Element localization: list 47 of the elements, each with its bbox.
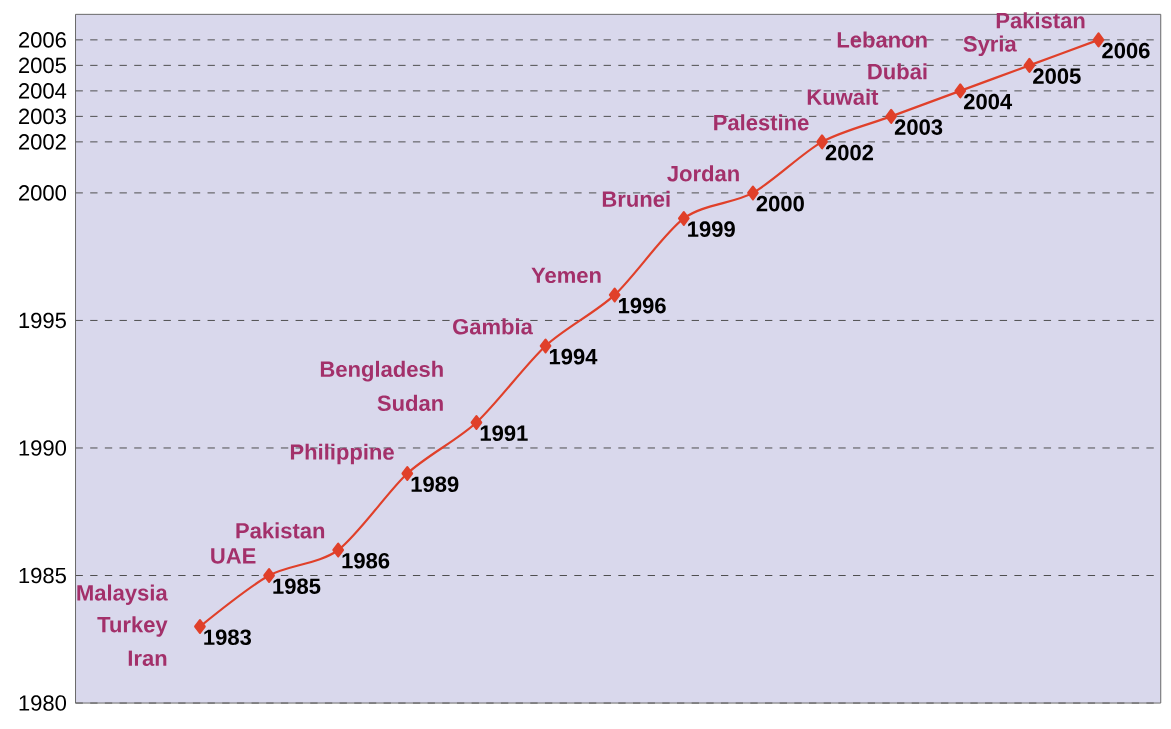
annotation: Palestine (714, 114, 809, 131)
y-tick-label: 2000 (19, 185, 67, 201)
point (194, 619, 206, 635)
data-label: 2000 (756, 195, 804, 212)
point (677, 211, 690, 226)
data-label: 1986 (342, 553, 390, 569)
annotation: Dubai (868, 63, 927, 80)
data-label: 2006 (1102, 42, 1150, 59)
point (539, 338, 552, 354)
annotation: Sudan (377, 394, 443, 412)
y-tick-label: 1980 (19, 695, 67, 711)
annotation: Pakistan (236, 522, 325, 539)
y-tick-label: 2004 (19, 83, 67, 99)
data-label: 1983 (204, 629, 252, 646)
annotation: Syria (963, 35, 1017, 57)
annotation: Yemen (531, 267, 601, 284)
data-label: 2002 (825, 144, 874, 161)
y-tick-label: 2005 (19, 57, 66, 74)
annotation: Lebanon (837, 31, 927, 48)
data-label: 1996 (618, 297, 666, 314)
y-tick-label: 2003 (19, 108, 66, 125)
data-label: 1985 (273, 578, 321, 595)
y-tick-label: 1990 (19, 440, 67, 456)
annotation: Iran (128, 650, 167, 667)
point (608, 287, 621, 303)
point (263, 568, 275, 584)
y-tick-label: 1995 (19, 312, 66, 329)
y-tick-label: 1985 (19, 567, 66, 584)
annotation: Gambia (453, 318, 533, 335)
annotation: Bengladesh (320, 360, 443, 382)
data-label: 2004 (963, 93, 1013, 110)
data-label: 1991 (480, 425, 528, 442)
annotation: Malaysia (77, 584, 168, 606)
annotation: Turkey (97, 616, 168, 637)
data-label: 1999 (688, 221, 735, 238)
data-label: 1989 (411, 476, 459, 493)
data-label: 2005 (1033, 68, 1081, 84)
annotation: UAE (211, 548, 256, 564)
data-label: 1994 (549, 348, 598, 365)
annotation: Jordan (667, 165, 739, 182)
annotation: Philippine (290, 443, 394, 465)
y-tick-label: 2002 (19, 134, 66, 150)
data-label: 2003 (894, 119, 943, 136)
annotation: Brunei (602, 190, 670, 208)
annotation: Pakistan (996, 12, 1085, 29)
y-tick-label: 2006 (19, 32, 66, 48)
annotation: Kuwait (807, 88, 879, 106)
